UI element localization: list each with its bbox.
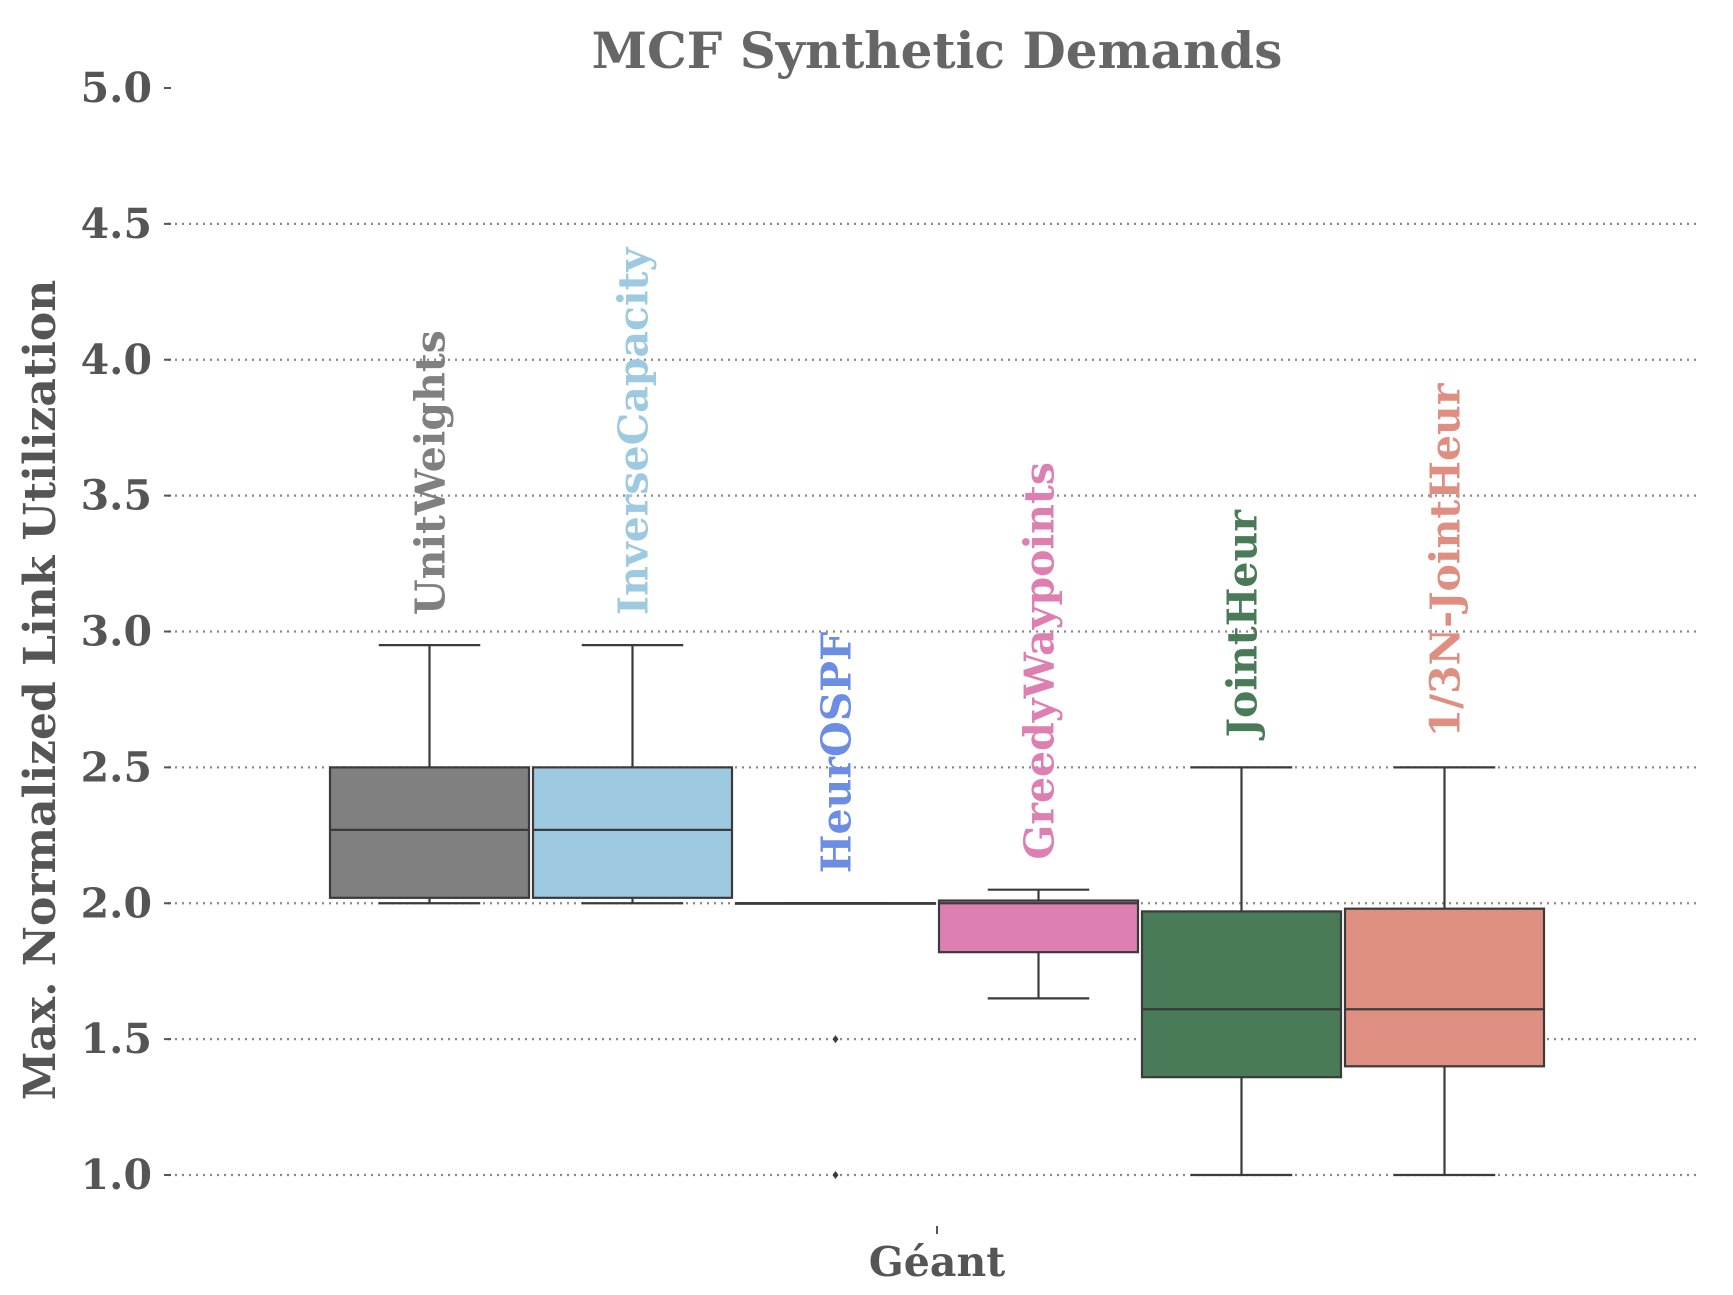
outlier-point — [832, 1035, 839, 1044]
y-tick-label: 4.0 — [81, 336, 152, 384]
box-iqr — [1343, 907, 1546, 1068]
y-axis: 1.0 1.5 2.0 2.5 3.0 3.5 4.0 4.5 5.0 — [81, 64, 171, 1199]
series-2: HeurOSPF — [734, 632, 937, 1179]
outlier-point — [832, 1171, 839, 1179]
series-label: HeurOSPF — [813, 632, 861, 874]
series-label: JointHeur — [1219, 509, 1267, 741]
series-label: 1/3N-JointHeur — [1422, 382, 1470, 737]
series-label: GreedyWaypoints — [1016, 462, 1064, 860]
y-tick-label: 2.0 — [81, 879, 152, 927]
y-tick-label: 3.0 — [81, 608, 152, 656]
chart-title: MCF Synthetic Demands — [592, 21, 1283, 80]
series-4: JointHeur — [1140, 509, 1343, 1177]
x-tick-label: Géant — [869, 1238, 1005, 1286]
box-iqr — [937, 899, 1140, 954]
series-3: GreedyWaypoints — [937, 462, 1140, 1000]
x-axis: Géant — [869, 1226, 1005, 1286]
series-boxes: UnitWeights InverseCapacity HeurOSPF Greedy… — [328, 247, 1546, 1179]
series-label: InverseCapacity — [610, 247, 658, 616]
box-iqr — [328, 766, 531, 899]
series-1: InverseCapacity — [531, 247, 734, 905]
y-axis-label: Max. Normalized Link Utilization — [15, 280, 66, 1101]
box-iqr — [1140, 910, 1343, 1079]
series-0: UnitWeights — [328, 330, 531, 905]
y-tick-label: 2.5 — [81, 743, 152, 791]
series-5: 1/3N-JointHeur — [1343, 382, 1546, 1177]
y-tick-label: 4.5 — [81, 200, 152, 248]
y-tick-label: 5.0 — [81, 64, 152, 112]
series-label: UnitWeights — [407, 330, 455, 615]
box-iqr — [531, 766, 734, 899]
y-tick-label: 1.0 — [81, 1151, 152, 1199]
y-tick-label: 1.5 — [81, 1015, 152, 1063]
y-tick-label: 3.5 — [81, 472, 152, 520]
